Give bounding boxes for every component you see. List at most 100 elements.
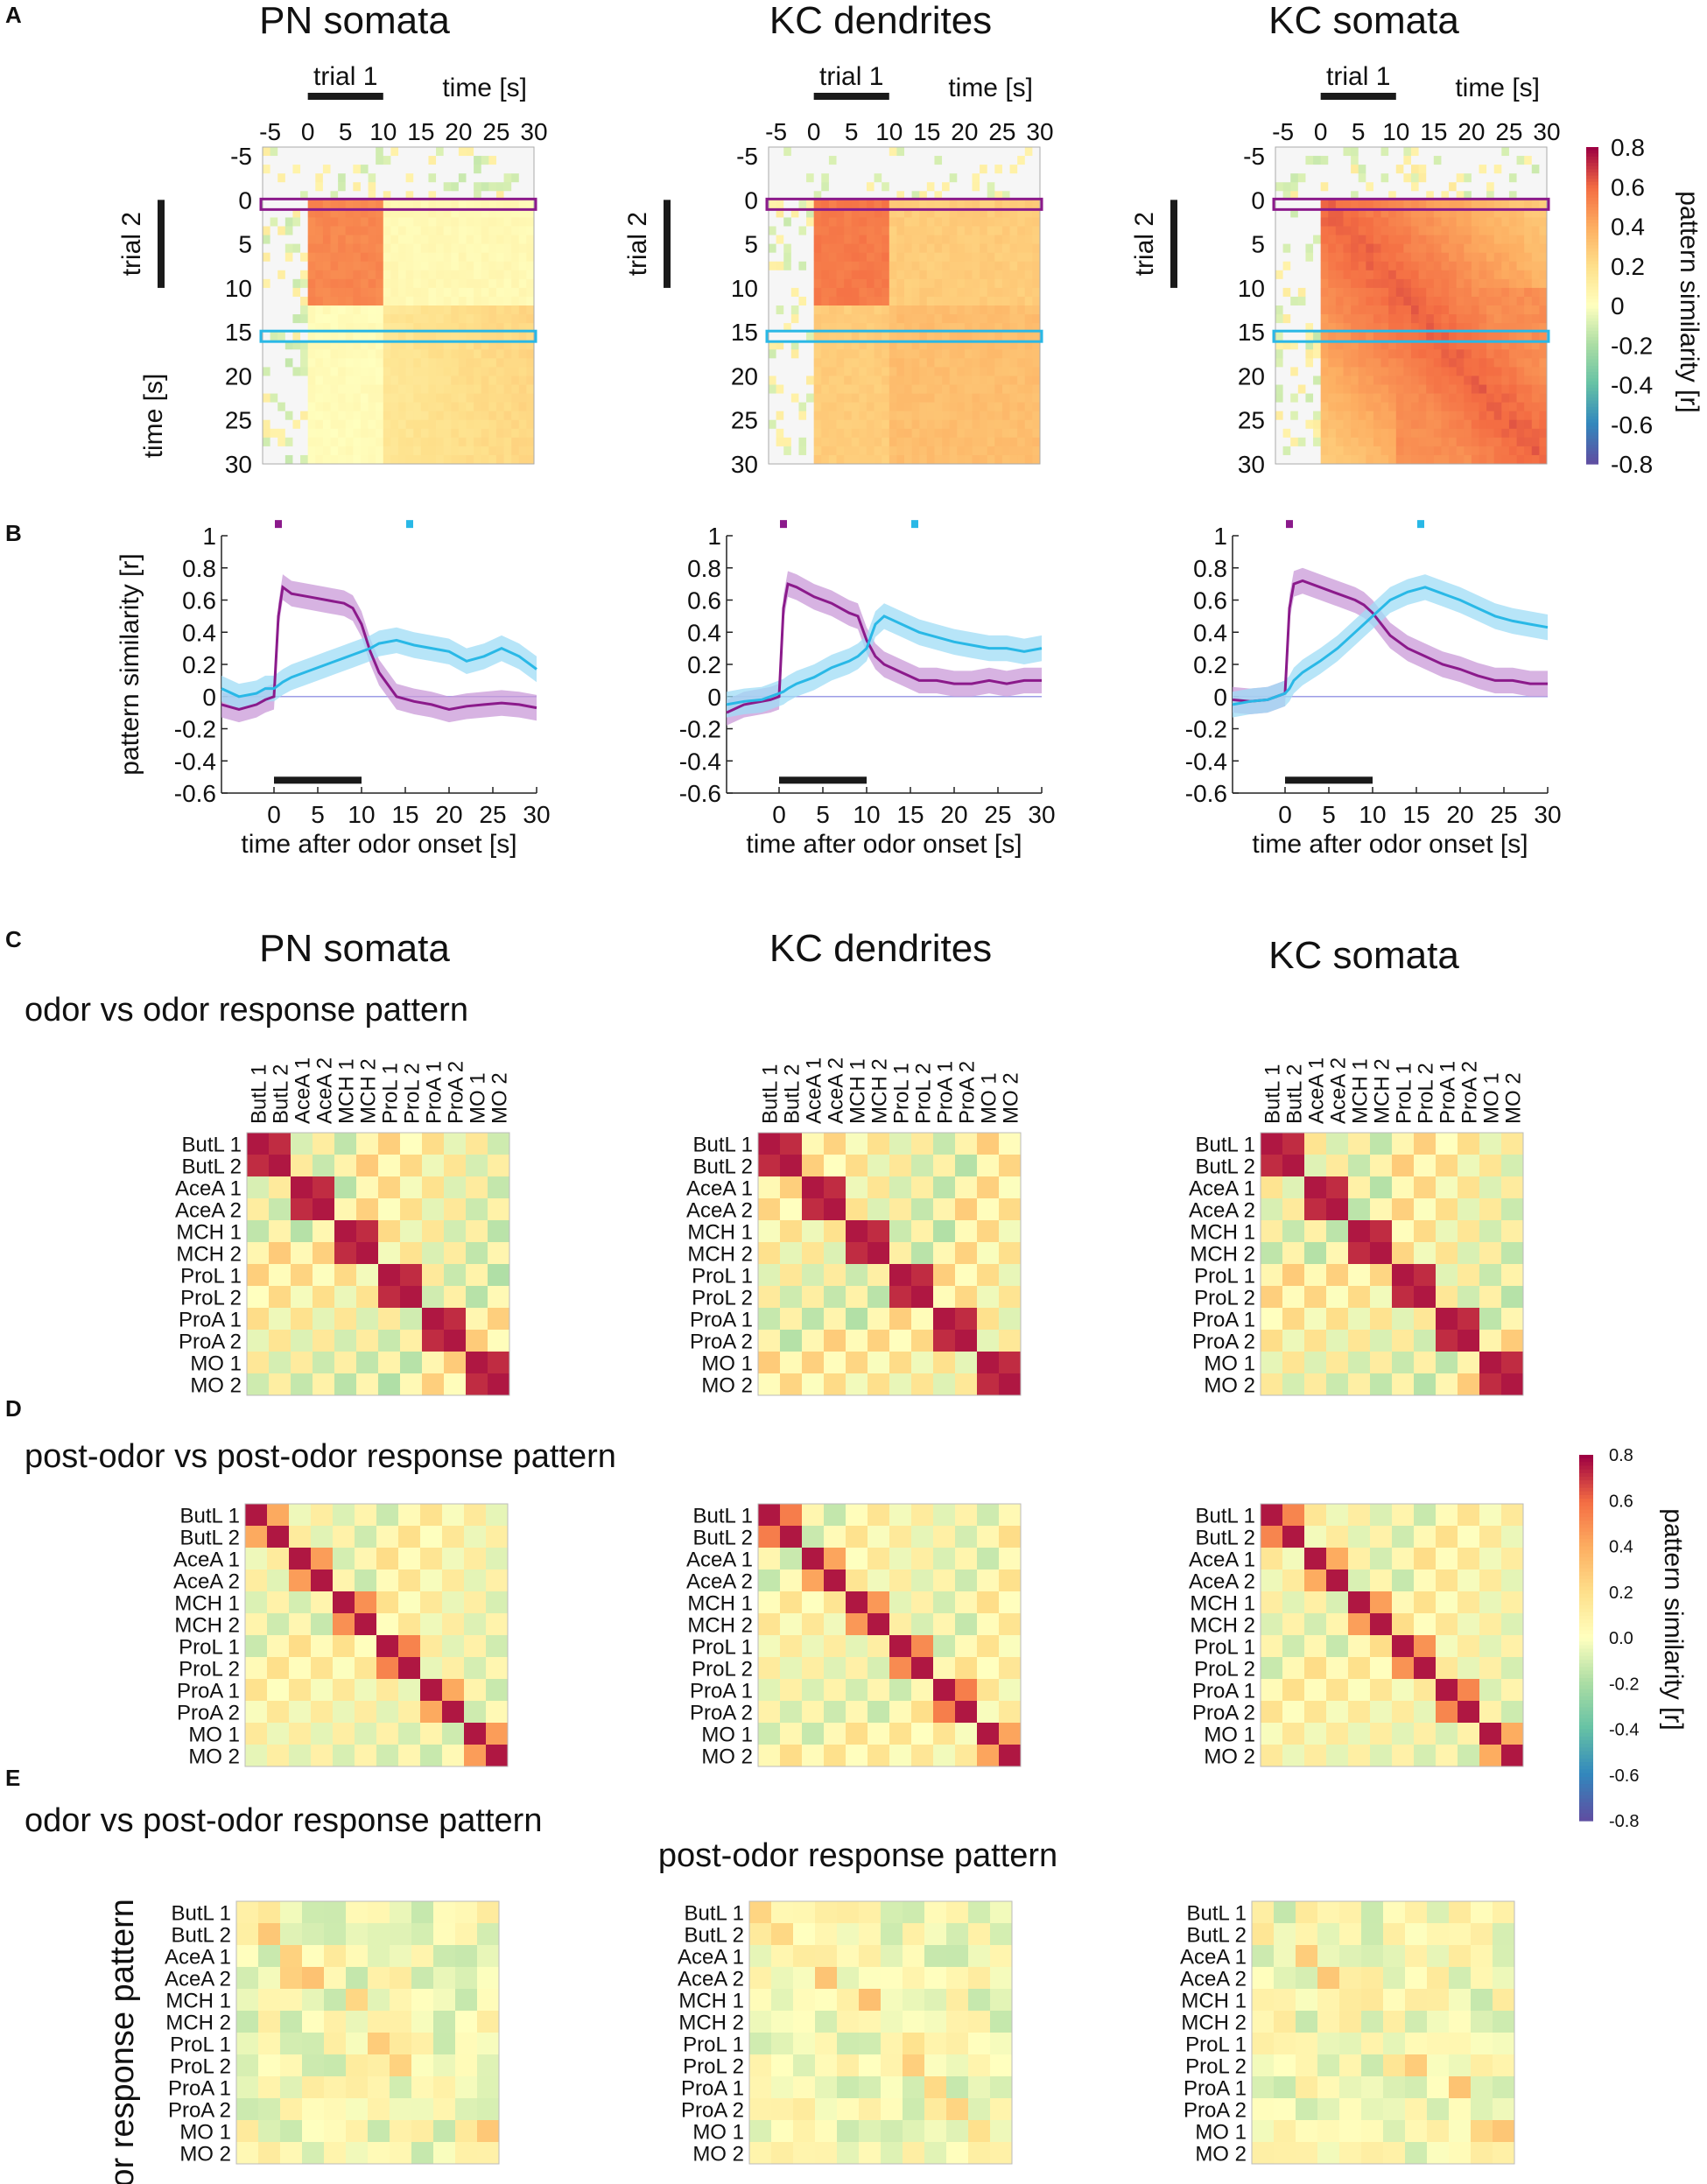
map-cell (806, 182, 815, 192)
map-cell (889, 165, 897, 174)
map-cell (270, 182, 278, 192)
map-cell (1516, 419, 1525, 430)
map-cell (443, 226, 452, 235)
map-cell (284, 419, 293, 430)
map-cell (1282, 437, 1291, 447)
matrix-cell (824, 1155, 846, 1177)
map-cell (1516, 376, 1525, 385)
map-cell (994, 200, 1003, 209)
map-cell (972, 287, 980, 298)
map-cell (790, 235, 799, 245)
map-cell (518, 243, 527, 254)
map-cell (1297, 367, 1306, 376)
map-cell (844, 376, 853, 385)
map-cell (806, 217, 815, 227)
map-cell (1358, 270, 1366, 280)
map-cell (1501, 349, 1510, 359)
map-cell (307, 208, 316, 218)
map-cell (926, 208, 935, 218)
map-cell (1449, 402, 1458, 412)
map-cell (428, 446, 437, 456)
map-cell (1275, 332, 1284, 341)
map-cell (518, 217, 527, 227)
map-cell (1539, 384, 1548, 394)
map-cell (1449, 235, 1458, 245)
map-cell (1009, 428, 1018, 439)
map-cell (911, 402, 920, 412)
map-cell (466, 261, 474, 271)
map-cell (1486, 173, 1495, 183)
map-cell (1486, 446, 1495, 456)
matrix-row-label: ProL 1 (180, 1265, 242, 1289)
map-cell (443, 454, 452, 465)
map-cell (466, 165, 474, 174)
map-cell (980, 147, 988, 157)
matrix-cell (802, 1373, 825, 1396)
map-cell (398, 156, 407, 165)
map-cell (1501, 182, 1510, 192)
matrix-cell (758, 1220, 781, 1243)
map-cell (1501, 156, 1510, 165)
matrix-cell (802, 1176, 825, 1199)
map-cell (942, 217, 951, 227)
matrix-cell (245, 1591, 268, 1614)
map-cell (1388, 182, 1397, 192)
map-cell (828, 287, 837, 298)
map-cell (994, 261, 1003, 271)
map-cell (769, 182, 777, 192)
map-cell (1343, 147, 1352, 157)
y-tick-label: 0.8 (687, 555, 721, 582)
map-cell (1426, 323, 1435, 333)
matrix-cell (245, 1570, 268, 1592)
map-cell (338, 182, 347, 192)
map-cell (292, 156, 301, 165)
map-cell (1395, 217, 1404, 227)
map-cell (1290, 243, 1299, 254)
map-cell (980, 208, 988, 218)
matrix-cell (486, 1570, 509, 1592)
map-cell (270, 173, 278, 183)
map-cell (874, 419, 882, 430)
map-cell (1009, 191, 1018, 200)
matrix-cell (780, 1613, 803, 1636)
matrix-cell (398, 1504, 421, 1527)
y-tick-label: -0.4 (679, 748, 721, 775)
map-cell (398, 437, 407, 447)
map-cell (322, 349, 331, 359)
map-cell (957, 226, 966, 235)
map-cell (859, 323, 868, 333)
map-cell (1464, 296, 1472, 306)
map-cell (882, 428, 890, 439)
map-cell (518, 191, 527, 200)
map-cell (957, 261, 966, 271)
map-cell (1351, 270, 1359, 280)
map-cell (1328, 200, 1337, 209)
map-cell (1539, 454, 1548, 465)
map-cell (413, 217, 422, 227)
matrix-cell (977, 1220, 1000, 1243)
map-cell (889, 402, 897, 412)
map-cell (1275, 165, 1284, 174)
map-cell (1373, 419, 1381, 430)
colorbar-a-cell (1586, 222, 1598, 228)
map-cell (798, 367, 807, 376)
map-cell (851, 252, 860, 263)
matrix-cell (245, 1679, 268, 1702)
map-cell (1433, 367, 1442, 376)
map-cell (1366, 217, 1374, 227)
map-cell (994, 402, 1003, 412)
map-cell (420, 393, 429, 404)
map-cell (1017, 314, 1026, 324)
map-cell (1380, 411, 1389, 421)
map-cell (1501, 191, 1510, 200)
map-cell (474, 376, 482, 385)
matrix-row-label: MCH 2 (687, 1243, 753, 1267)
matrix-cell (868, 1701, 890, 1724)
matrix-cell (1414, 1133, 1437, 1155)
matrix-cell (333, 1657, 355, 1680)
map-cell (451, 261, 460, 271)
map-cell (1343, 437, 1352, 447)
map-cell (964, 305, 973, 315)
map-cell (1328, 314, 1337, 324)
map-cell (300, 358, 309, 368)
